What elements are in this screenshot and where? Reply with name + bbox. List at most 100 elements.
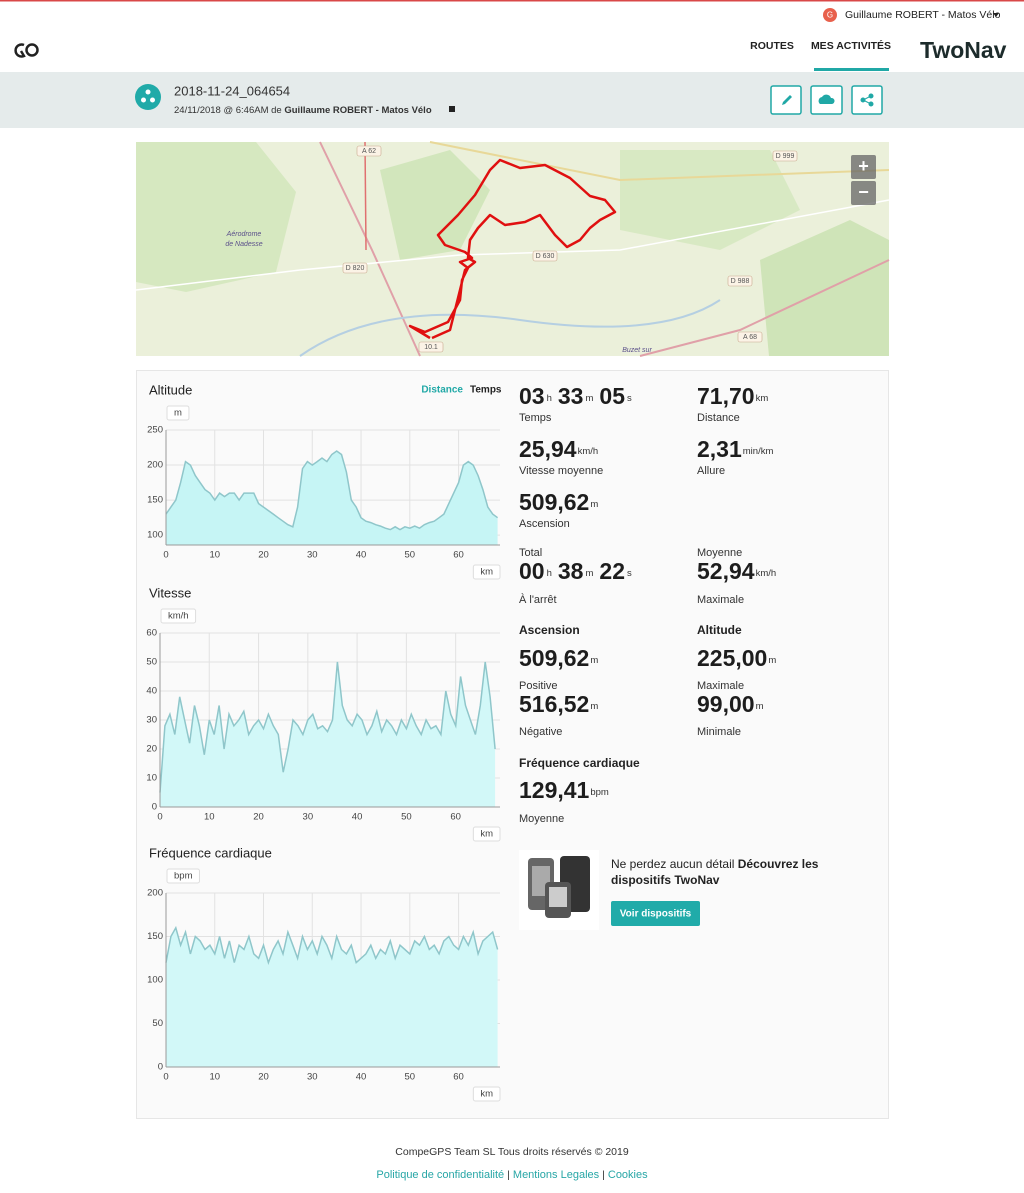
nav-underline xyxy=(814,68,889,71)
place-label: Aérodrome xyxy=(226,231,262,238)
stat-label: Maximale xyxy=(697,594,744,606)
brand[interactable]: TwoNav xyxy=(920,37,1007,63)
y-tick-label: 60 xyxy=(146,628,157,639)
stat-value: 129,41bpm xyxy=(519,777,609,803)
zoom-out[interactable] xyxy=(851,181,876,205)
stat-number: 509,62 xyxy=(519,489,589,515)
road-label: D 988 xyxy=(731,278,750,285)
y-tick-label: 50 xyxy=(152,1018,163,1029)
activity-icon xyxy=(135,84,161,110)
unit-badge-label: km xyxy=(480,567,493,578)
road-badge xyxy=(532,250,558,262)
road-badge xyxy=(737,331,763,343)
separator: | xyxy=(602,1169,605,1181)
stat-label: Négative xyxy=(519,726,562,738)
x-tick-label: 20 xyxy=(258,550,269,561)
toggle-time[interactable]: Temps xyxy=(470,385,502,396)
stat-number: 71,70 xyxy=(697,383,755,409)
stat-number: 509,62 xyxy=(519,645,589,671)
y-tick-label: 10 xyxy=(146,773,157,784)
activity-date: 24/11/2018 @ 6:46AM de Guillaume ROBERT … xyxy=(174,105,432,116)
unit-badge xyxy=(472,564,501,580)
stat-unit: km/h xyxy=(756,568,777,579)
road-badge xyxy=(772,150,798,162)
stat-number: 2,31 xyxy=(697,436,742,462)
promo-button-label[interactable]: Voir dispositifs xyxy=(620,909,692,920)
date: 24/11/2018 @ 6:46AM de xyxy=(174,105,284,116)
stat-number: 33 xyxy=(558,383,584,409)
zoom-in[interactable] xyxy=(851,155,876,179)
y-tick-label: 200 xyxy=(147,460,163,471)
y-tick-label: 50 xyxy=(146,657,157,668)
y-tick-label: 0 xyxy=(158,1062,163,1073)
x-tick-label: 30 xyxy=(303,812,314,823)
x-tick-label: 10 xyxy=(209,550,220,561)
line xyxy=(165,450,499,531)
x-tick-label: 0 xyxy=(163,1072,168,1083)
unit-badge xyxy=(160,608,197,624)
copyright: CompeGPS Team SL Tous droits réservés © … xyxy=(395,1146,629,1158)
stat-unit: s xyxy=(627,393,632,404)
zoom-controls: + − xyxy=(851,155,876,205)
x-tick-label: 50 xyxy=(405,1072,416,1083)
place-label: Buzet sur xyxy=(622,347,652,354)
unit-badge-label: m xyxy=(174,408,182,419)
zoom-in-label[interactable]: + xyxy=(858,156,869,176)
x-tick-label: 30 xyxy=(307,550,318,561)
author[interactable]: Guillaume ROBERT - Matos Vélo xyxy=(284,105,431,116)
nav-link[interactable]: ROUTES xyxy=(750,40,794,52)
y-tick-label: 200 xyxy=(147,888,163,899)
x-tick-label: 10 xyxy=(209,1072,220,1083)
zoom-out-label[interactable]: − xyxy=(858,182,869,202)
caret[interactable] xyxy=(993,13,999,17)
promo-button[interactable] xyxy=(611,901,700,926)
stat-unit: m xyxy=(590,499,598,510)
edit-icon xyxy=(782,95,792,105)
top-line xyxy=(0,0,1024,2)
promo-lead: Ne perdez aucun détail xyxy=(611,857,738,871)
chart-title: Fréquence cardiaque xyxy=(149,845,272,860)
road-label: D 820 xyxy=(346,265,365,272)
stat-unit: m xyxy=(585,393,593,404)
y-tick-label: 40 xyxy=(146,686,157,697)
x-tick-label: 60 xyxy=(453,550,464,561)
x-tick-label: 30 xyxy=(307,1072,318,1083)
avatar[interactable] xyxy=(823,8,837,22)
y-tick-label: 250 xyxy=(147,425,163,436)
place-label: de Nadesse xyxy=(225,241,262,248)
stat-unit: m xyxy=(756,701,764,712)
stat-heading: Altitude xyxy=(697,623,742,637)
road-label: A 68 xyxy=(743,334,757,341)
x-tick-label: 40 xyxy=(356,1072,367,1083)
stat-number: 05 xyxy=(599,383,625,409)
stat-unit: min/km xyxy=(743,446,774,457)
chart-title: Altitude xyxy=(149,382,192,397)
stat-label: À l'arrêt xyxy=(519,593,557,606)
stat-value: 03 h 33 m 05 s xyxy=(519,383,632,409)
logo[interactable] xyxy=(14,43,39,58)
map[interactable] xyxy=(135,141,890,357)
x-tick-label: 50 xyxy=(405,550,416,561)
x-tick-label: 20 xyxy=(258,1072,269,1083)
road-label: 10.1 xyxy=(424,344,438,351)
y-tick-label: 100 xyxy=(147,530,163,541)
stat-unit: m xyxy=(585,568,593,579)
stat-label: Vitesse moyenne xyxy=(519,465,603,477)
user-name[interactable]: Guillaume ROBERT - Matos Vélo xyxy=(845,9,1001,21)
stat-number: 516,52 xyxy=(519,691,589,717)
toggle-distance[interactable]: Distance xyxy=(421,385,463,396)
footer-link[interactable]: Cookies xyxy=(608,1169,648,1181)
stat-number: 52,94 xyxy=(697,558,755,584)
footer-link[interactable]: Politique de confidentialité xyxy=(376,1169,504,1181)
stat-label: Minimale xyxy=(697,726,741,738)
stat-unit: km xyxy=(756,393,769,404)
x-tick-label: 60 xyxy=(450,812,461,823)
nav-link[interactable]: MES ACTIVITÉS xyxy=(811,39,891,52)
area xyxy=(166,451,498,545)
stat-heading: Ascension xyxy=(519,623,580,637)
share-button[interactable] xyxy=(851,85,883,115)
stat-number: 129,41 xyxy=(519,777,590,803)
footer-link[interactable]: Mentions Legales xyxy=(513,1169,600,1181)
stat-label: Maximale xyxy=(697,680,744,692)
